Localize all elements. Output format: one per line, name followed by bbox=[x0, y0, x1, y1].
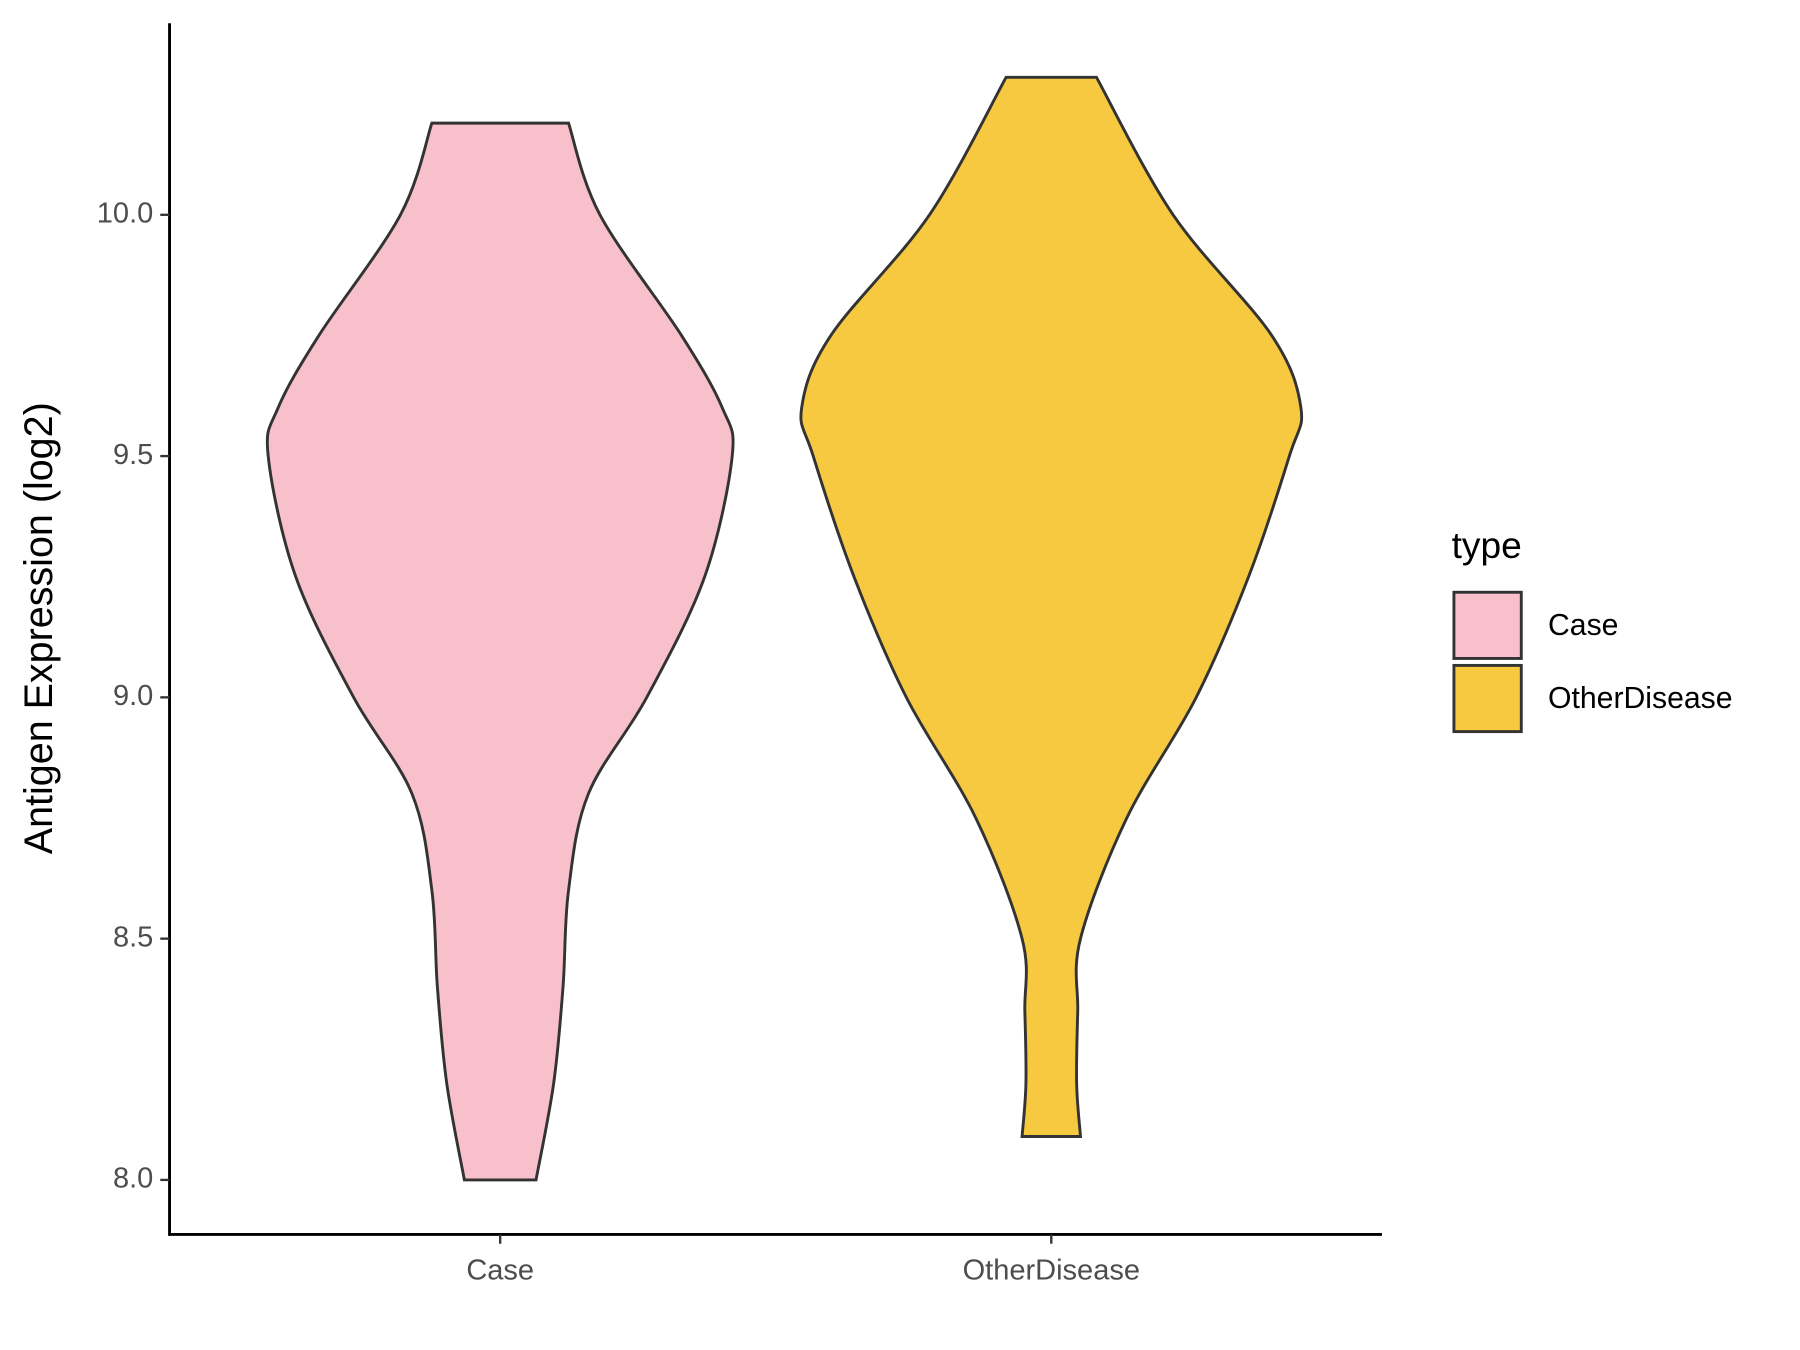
y-tick-label: 9.5 bbox=[113, 439, 153, 471]
legend-swatch bbox=[1452, 663, 1523, 734]
legend-swatch bbox=[1452, 590, 1523, 660]
violin bbox=[265, 121, 735, 1182]
x-tick-label: Case bbox=[466, 1254, 534, 1286]
y-tick-label: 10.0 bbox=[97, 197, 153, 229]
y-tick-label: 8.0 bbox=[113, 1163, 153, 1195]
y-tick-label: 9.0 bbox=[113, 680, 153, 712]
legend-title: type bbox=[1452, 524, 1522, 566]
x-tick-label: OtherDisease bbox=[963, 1254, 1140, 1286]
legend-label: OtherDisease bbox=[1548, 682, 1733, 715]
y-axis-title: Antigen Expression (log2) bbox=[17, 402, 61, 854]
violin bbox=[799, 75, 1304, 1138]
legend-label: Case bbox=[1548, 609, 1618, 642]
y-tick-label: 8.5 bbox=[113, 921, 153, 953]
